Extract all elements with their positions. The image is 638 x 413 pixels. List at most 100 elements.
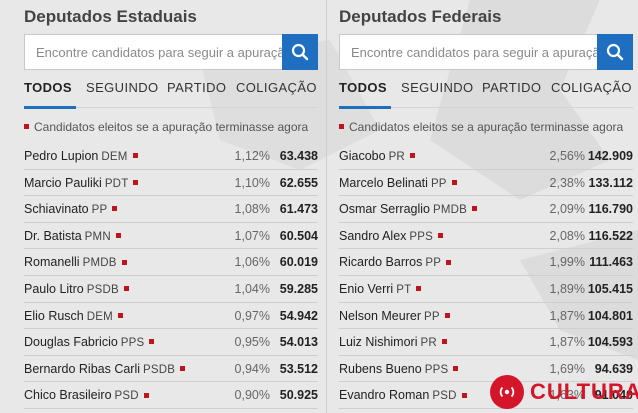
vote-count: 59.285 (279, 281, 318, 296)
cultura-logo: CULTURA (490, 375, 638, 409)
search-button[interactable] (282, 34, 318, 70)
elected-marker-icon (453, 365, 459, 371)
elected-marker-icon (472, 206, 478, 212)
candidate-party: DEM (101, 151, 128, 163)
candidate-info: Enio Verri PT (339, 281, 422, 296)
vote-percentage: 2,38% (549, 175, 585, 190)
candidate-row[interactable]: Enio Verri PT 1,89% 105.415 (339, 276, 633, 303)
tab-coligacao[interactable]: COLIGAÇÃO (236, 80, 317, 95)
elected-marker-icon (133, 179, 139, 185)
candidate-name: Elio Rusch (24, 308, 84, 323)
panel-deputados-federais: Deputados Federais TODOS SEGUINDO PARTID… (329, 0, 634, 413)
vote-percentage: 2,56% (549, 149, 585, 163)
vote-count: 142.909 (587, 149, 633, 163)
candidate-name: Ricardo Barros (339, 255, 423, 270)
candidate-row[interactable]: Sandro Alex PPS 2,08% 116.522 (339, 223, 633, 250)
vote-percentage: 1,89% (549, 281, 585, 296)
candidate-info: Luiz Nishimori PR (339, 335, 447, 349)
filter-tabs: TODOS SEGUINDO PARTIDO COLIGAÇÃO (339, 80, 633, 109)
candidate-name: Pedro Lupion (24, 149, 99, 163)
candidate-party: DEM (86, 310, 113, 323)
elected-marker-icon (132, 153, 138, 159)
candidate-name: Dr. Batista (24, 228, 82, 243)
elected-marker-icon (180, 365, 186, 371)
candidate-party: PMDB (433, 204, 468, 217)
candidate-list: Giacobo PR 2,56% 142.909 Marcelo Belinati PP 2… (339, 143, 633, 409)
candidate-row[interactable]: Ricardo Barros PP 1,99% 111.463 (339, 249, 633, 276)
elected-marker-icon (24, 124, 29, 130)
vote-percentage: 0,94% (234, 361, 270, 376)
candidate-party: PP (91, 204, 108, 217)
legend-text: Candidatos eleitos se a apuração termina… (349, 120, 624, 134)
search-icon (291, 43, 309, 61)
candidate-info: Marcelo Belinati PP (339, 176, 457, 190)
candidate-row[interactable]: Nelson Meurer PP 1,87% 104.801 (339, 303, 633, 330)
candidate-row[interactable]: Schiavinato PP 1,08% 61.473 (24, 196, 318, 223)
vote-count: 105.415 (587, 281, 633, 296)
tab-coligacao[interactable]: COLIGAÇÃO (551, 80, 632, 95)
candidate-row[interactable]: Douglas Fabricio PPS 0,95% 54.013 (24, 329, 318, 356)
logo-text: CULTURA (530, 379, 638, 404)
candidate-name: Enio Verri (339, 281, 394, 296)
candidate-name: Rubens Bueno (339, 361, 422, 376)
vote-count: 53.512 (279, 361, 318, 376)
panel-title: Deputados Federais (339, 7, 502, 26)
vote-count: 60.019 (279, 255, 318, 270)
candidate-row[interactable]: Giacobo PR 2,56% 142.909 (339, 143, 633, 170)
elected-marker-icon (149, 339, 155, 345)
elected-marker-icon (444, 312, 450, 318)
search-box (339, 34, 633, 70)
vote-percentage: 0,90% (234, 388, 270, 403)
vote-count: 50.925 (279, 388, 318, 403)
candidate-name: Nelson Meurer (339, 308, 421, 323)
candidate-name: Evandro Roman (339, 388, 430, 403)
candidate-party: PSDB (143, 363, 176, 376)
elected-marker-icon (416, 286, 422, 292)
candidate-row[interactable]: Dr. Batista PMN 1,07% 60.504 (24, 223, 318, 250)
search-input[interactable] (340, 35, 598, 69)
candidate-party: PPS (424, 363, 449, 376)
elected-marker-icon (112, 206, 118, 212)
candidate-row[interactable]: Romanelli PMDB 1,06% 60.019 (24, 249, 318, 276)
candidate-name: Luiz Nishimori (339, 335, 418, 350)
elected-marker-icon (339, 124, 344, 130)
panel-deputados-estaduais: Deputados Estaduais TODOS SEGUINDO PARTI… (14, 0, 318, 413)
vote-percentage: 0,95% (234, 335, 270, 350)
candidate-name: Paulo Litro (24, 281, 84, 296)
candidate-name: Marcio Pauliki (24, 175, 102, 190)
candidate-row[interactable]: Osmar Serraglio PMDB 2,09% 116.790 (339, 196, 633, 223)
tab-seguindo[interactable]: SEGUINDO (401, 80, 474, 95)
search-input[interactable] (25, 35, 283, 69)
vote-percentage: 2,09% (549, 202, 585, 217)
candidate-party: PSD (432, 390, 457, 403)
panel-title: Deputados Estaduais (24, 7, 197, 26)
candidate-row[interactable]: Chico Brasileiro PSD 0,90% 50.925 (24, 382, 318, 409)
candidate-row[interactable]: Paulo Litro PSDB 1,04% 59.285 (24, 276, 318, 303)
candidate-row[interactable]: Elio Rusch DEM 0,97% 54.942 (24, 303, 318, 330)
elected-marker-icon (409, 153, 415, 159)
candidate-info: Marcio Pauliki PDT (24, 175, 139, 190)
radio-signal-icon (490, 375, 524, 409)
candidate-info: Dr. Batista PMN (24, 229, 121, 243)
elected-marker-icon (117, 312, 123, 318)
tab-partido[interactable]: PARTIDO (167, 80, 227, 95)
elected-marker-icon (115, 232, 121, 238)
candidate-row[interactable]: Marcio Pauliki PDT 1,10% 62.655 (24, 170, 318, 197)
vote-count: 116.790 (588, 202, 634, 217)
tab-partido[interactable]: PARTIDO (482, 80, 542, 95)
vote-percentage: 2,08% (549, 228, 585, 243)
candidate-row[interactable]: Evandro Roman PSD 1,63% 91.040 (339, 382, 633, 409)
candidate-party: PSDB (86, 283, 119, 296)
candidate-row[interactable]: Rubens Bueno PPS 1,69% 94.639 (339, 356, 633, 383)
candidate-row[interactable]: Pedro Lupion DEM 1,12% 63.438 (24, 143, 318, 170)
search-button[interactable] (597, 34, 633, 70)
tab-seguindo[interactable]: SEGUINDO (86, 80, 159, 95)
legend-text: Candidatos eleitos se a apuração termina… (34, 120, 309, 134)
tab-todos[interactable]: TODOS (24, 80, 76, 109)
vote-percentage: 1,87% (549, 308, 585, 323)
candidate-row[interactable]: Marcelo Belinati PP 2,38% 133.112 (339, 170, 633, 197)
candidate-party: PSD (114, 390, 139, 403)
candidate-row[interactable]: Bernardo Ribas Carli PSDB 0,94% 53.512 (24, 356, 318, 383)
candidate-row[interactable]: Luiz Nishimori PR 1,87% 104.593 (339, 329, 633, 356)
tab-todos[interactable]: TODOS (339, 80, 391, 109)
